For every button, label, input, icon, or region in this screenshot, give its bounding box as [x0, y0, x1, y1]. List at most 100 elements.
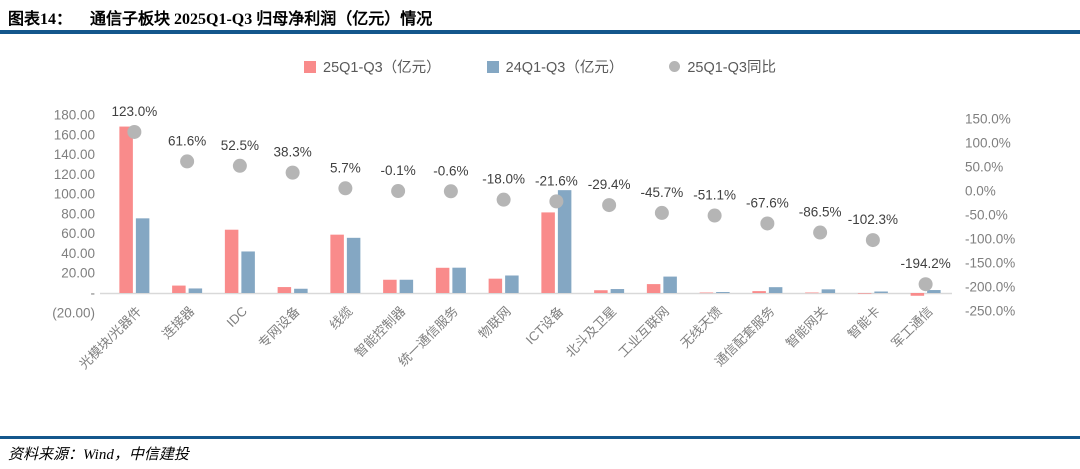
yoy-dot: [918, 277, 933, 292]
left-axis-tick: -: [91, 286, 96, 301]
yoy-dot: [180, 154, 195, 169]
right-axis-tick: -150.0%: [965, 256, 1015, 271]
category-label: 线缆: [326, 304, 355, 333]
figure-title: 图表14： 通信子板块 2025Q1-Q3 归母净利润（亿元）情况: [8, 5, 432, 29]
bar-25q1q3: [330, 234, 344, 293]
yoy-data-label: -21.6%: [535, 173, 578, 188]
bar-25q1q3: [857, 293, 872, 294]
figure-title-text: 通信子板块 2025Q1-Q3 归母净利润（亿元）情况: [90, 11, 433, 28]
yoy-data-label: -86.5%: [799, 205, 842, 220]
bar-25q1q3: [594, 290, 608, 293]
legend-label-24q1q3: 24Q1-Q3（亿元）: [505, 60, 624, 76]
bar-25q1q3: [172, 285, 186, 293]
category-label: 智能网关: [783, 304, 830, 351]
category-label: 智能卡: [845, 304, 883, 342]
left-axis-tick: 80.00: [61, 206, 95, 221]
category-label: 军工通信: [888, 304, 935, 351]
bar-25q1q3: [119, 126, 133, 293]
left-axis-tick: 20.00: [61, 266, 95, 281]
yoy-data-label: 61.6%: [168, 133, 206, 148]
category-label: 北斗及卫星: [563, 304, 620, 361]
category-label: 连接器: [159, 304, 197, 342]
category-label: 专网设备: [255, 304, 302, 351]
left-axis-tick: 180.00: [54, 108, 95, 123]
left-axis-tick: 40.00: [61, 246, 95, 261]
yoy-dot: [813, 225, 828, 240]
yoy-data-label: 123.0%: [111, 104, 157, 119]
chart-legend: 25Q1-Q3（亿元） 24Q1-Q3（亿元） 25Q1-Q3同比: [0, 56, 1080, 77]
yoy-data-label: 5.7%: [330, 160, 361, 175]
yoy-data-label: -67.6%: [746, 195, 789, 210]
bar-25q1q3: [752, 291, 766, 293]
yoy-data-label: 52.5%: [221, 138, 259, 153]
bar-25q1q3: [224, 229, 239, 293]
bar-24q1q3: [927, 290, 941, 293]
right-axis-tick: -250.0%: [965, 304, 1015, 319]
bar-24q1q3: [821, 289, 836, 293]
bar-24q1q3: [505, 275, 519, 293]
bar-24q1q3: [874, 291, 888, 293]
yoy-dot: [127, 124, 142, 139]
left-axis-tick: 100.00: [54, 187, 95, 202]
bar-24q1q3: [768, 287, 783, 293]
bar-25q1q3: [699, 292, 714, 294]
bar-24q1q3: [452, 267, 466, 293]
left-axis-tick: 140.00: [54, 147, 95, 162]
legend-item-24q1q3: 24Q1-Q3（亿元）: [486, 56, 624, 77]
legend-swatch-blue-icon: [486, 60, 499, 73]
right-axis-tick: -200.0%: [965, 280, 1015, 295]
bar-25q1q3: [488, 278, 503, 293]
yoy-dot: [865, 233, 880, 248]
legend-item-25q1q3: 25Q1-Q3（亿元）: [304, 56, 441, 77]
figure-number: 图表14：: [8, 11, 73, 28]
left-axis-tick: 120.00: [54, 167, 95, 182]
yoy-data-label: -194.2%: [900, 256, 950, 271]
right-axis-tick: 0.0%: [965, 184, 996, 199]
bar-24q1q3: [399, 279, 414, 293]
yoy-data-label: 38.3%: [273, 145, 311, 160]
category-label: IDC: [224, 304, 250, 330]
yoy-dot: [232, 158, 247, 173]
bar-25q1q3: [541, 212, 555, 293]
category-label: 工业互联网: [615, 304, 672, 361]
source-note: 资料来源：Wind，中信建投: [8, 447, 189, 463]
bar-24q1q3: [294, 288, 308, 293]
legend-item-yoy: 25Q1-Q3同比: [669, 56, 776, 77]
right-axis-tick: -100.0%: [965, 232, 1015, 247]
yoy-dot: [760, 216, 775, 231]
yoy-dot: [338, 181, 353, 196]
yoy-data-label: -18.0%: [482, 172, 525, 187]
legend-label-25q1q3: 25Q1-Q3（亿元）: [323, 60, 441, 76]
bar-25q1q3: [277, 287, 292, 293]
bar-25q1q3: [646, 284, 661, 293]
yoy-dot: [707, 208, 722, 223]
yoy-data-label: -102.3%: [848, 212, 898, 227]
yoy-data-label: -0.6%: [433, 163, 468, 178]
bar-25q1q3: [383, 279, 397, 293]
legend-swatch-dot-icon: [669, 61, 681, 72]
bar-24q1q3: [663, 276, 677, 293]
yoy-dot: [443, 184, 458, 199]
bar-24q1q3: [716, 292, 730, 293]
title-divider: [0, 30, 1080, 34]
left-axis-tick: (20.00): [52, 305, 95, 320]
yoy-dot: [496, 192, 511, 207]
bar-25q1q3: [910, 293, 925, 296]
bar-25q1q3: [435, 267, 450, 293]
bar-25q1q3: [805, 292, 819, 294]
bar-24q1q3: [241, 251, 255, 293]
yoy-data-label: -51.1%: [693, 188, 736, 203]
category-label: 智能控制器: [352, 304, 409, 361]
yoy-dot: [602, 198, 617, 213]
yoy-data-label: -45.7%: [640, 185, 683, 200]
bar-24q1q3: [346, 237, 361, 293]
right-axis-tick: -50.0%: [965, 208, 1008, 223]
yoy-data-label: -29.4%: [588, 177, 631, 192]
bar-24q1q3: [188, 288, 203, 293]
bar-24q1q3: [557, 190, 572, 293]
category-label: 无线天馈: [677, 304, 724, 351]
yoy-dot: [285, 165, 300, 180]
category-label: ICT设备: [523, 304, 567, 348]
